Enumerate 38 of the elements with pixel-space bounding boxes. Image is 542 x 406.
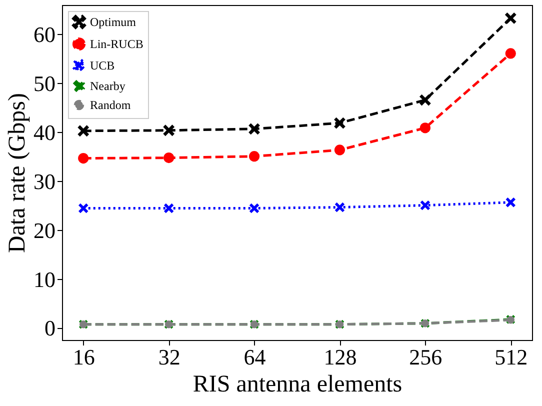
point: [78, 203, 88, 214]
point: [249, 203, 260, 214]
point: [78, 153, 89, 164]
point: [164, 203, 174, 214]
x-axis-title: RIS antenna elements: [192, 372, 402, 398]
legend-label: Lin-RUCB: [90, 37, 144, 51]
x-tick-label: 256: [409, 344, 442, 370]
point: [248, 151, 260, 162]
legend-label: Optimum: [90, 15, 137, 29]
point: [164, 152, 174, 164]
y-tick-label: 50: [34, 70, 56, 96]
y-tick-label: 30: [34, 168, 56, 194]
y-tick-label: 40: [34, 120, 56, 145]
point: [163, 124, 175, 136]
y-axis-title: Data rate (Gbps): [4, 93, 30, 253]
point: [334, 144, 346, 156]
point: [334, 202, 345, 212]
legend-label: Random: [90, 98, 132, 112]
y-tick-label: 20: [34, 218, 56, 243]
point: [248, 123, 260, 135]
x-tick-label: 512: [494, 344, 528, 370]
legend-label: Nearby: [90, 79, 126, 93]
point: [504, 12, 516, 24]
x-tick-label: 128: [324, 344, 357, 370]
point: [505, 48, 516, 59]
point: [420, 200, 430, 210]
y-tick-label: 10: [34, 266, 56, 292]
point: [334, 117, 346, 129]
point: [419, 94, 431, 106]
x-tick-label: 16: [72, 344, 95, 370]
point: [506, 198, 516, 208]
point: [78, 125, 90, 137]
legend-label: UCB: [90, 58, 115, 72]
y-tick-label: 0: [44, 316, 56, 341]
x-tick-label: 32: [158, 344, 180, 370]
x-tick-label: 64: [244, 344, 266, 370]
y-tick-label: 60: [34, 22, 56, 47]
point: [420, 122, 430, 134]
